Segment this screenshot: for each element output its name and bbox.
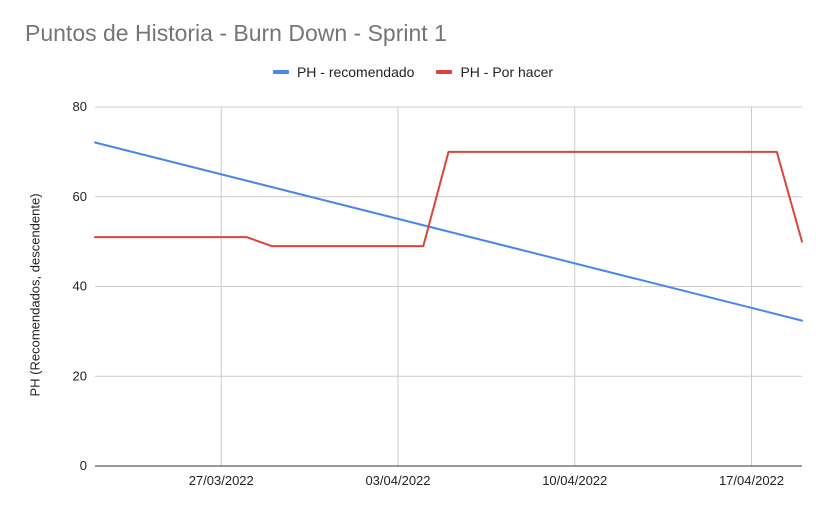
legend-label-por-hacer: PH - Por hacer xyxy=(460,64,554,80)
y-tick-label: 60 xyxy=(73,189,87,204)
x-tick-label: 03/04/2022 xyxy=(365,473,430,488)
legend-item-por-hacer[interactable]: PH - Por hacer xyxy=(436,64,553,80)
chart-title: Puntos de Historia - Burn Down - Sprint … xyxy=(25,20,447,46)
series-line-por-hacer xyxy=(94,150,803,248)
legend-swatch-por-hacer xyxy=(436,70,453,74)
y-tick-label: 40 xyxy=(73,279,87,294)
x-tick-label: 17/04/2022 xyxy=(719,473,784,488)
x-tick-label: 27/03/2022 xyxy=(189,473,254,488)
legend-label-recomendado: PH - recomendado xyxy=(296,64,415,80)
y-tick-label: 20 xyxy=(73,368,87,383)
y-tick-label: 80 xyxy=(73,99,87,114)
legend-swatch-recomendado xyxy=(272,70,289,74)
x-tick-label: 10/04/2022 xyxy=(542,473,607,488)
series-line-recomendado xyxy=(94,141,803,322)
legend: PH - recomendado PH - Por hacer xyxy=(0,64,826,80)
legend-item-recomendado[interactable]: PH - recomendado xyxy=(272,64,415,80)
y-tick-label: 0 xyxy=(80,458,87,473)
